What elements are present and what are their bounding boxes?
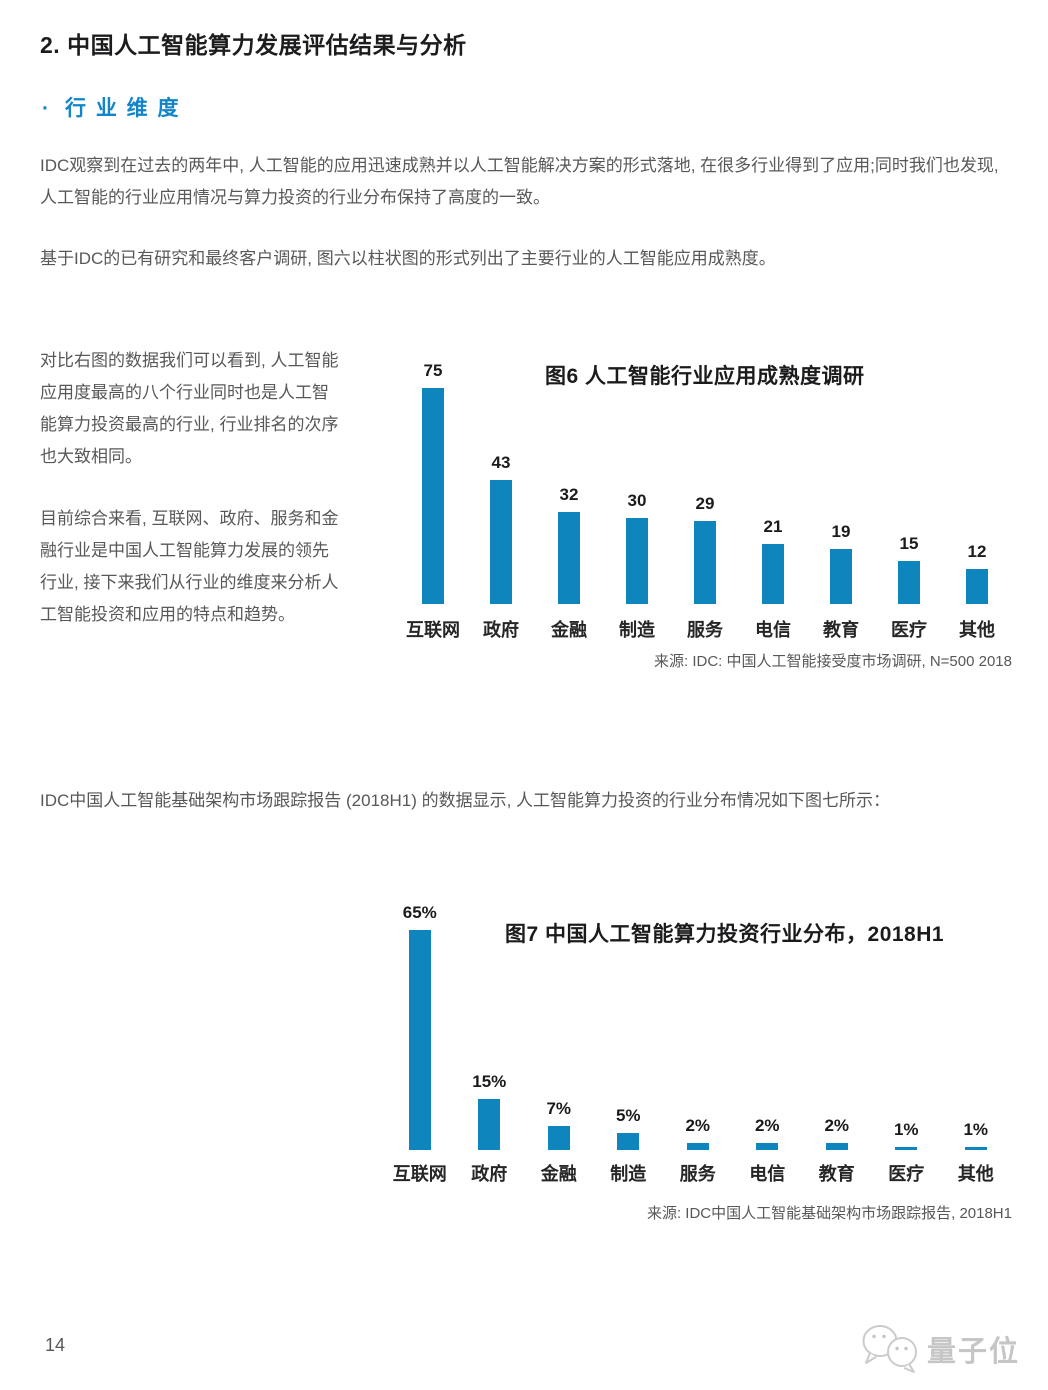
bar	[895, 1146, 918, 1150]
bar-column: 1%	[941, 900, 1011, 1150]
bar	[756, 1143, 779, 1150]
bar-value-label: 19	[831, 522, 851, 542]
category-label: 教育	[823, 620, 859, 640]
bar-value-label: 12	[967, 542, 987, 562]
bar	[686, 1143, 709, 1150]
bar-value-label: 21	[763, 516, 783, 536]
bar-column: 75	[399, 354, 467, 604]
bar-column: 32	[535, 354, 603, 604]
bar-column: 2%	[733, 900, 803, 1150]
figure6-bars: 75 43 32 30 29 21 19 15 12	[399, 354, 1011, 604]
bar	[964, 1146, 987, 1150]
bar-value-label: 1%	[893, 1119, 919, 1139]
section-bullet-icon: ·	[42, 97, 51, 120]
bar-value-label: 15%	[472, 1072, 507, 1092]
bar-column: 19	[807, 354, 875, 604]
category-label: 医疗	[891, 620, 927, 640]
paragraph-figure7-intro: IDC中国人工智能基础架构市场跟踪报告 (2018H1) 的数据显示, 人工智能…	[40, 791, 891, 810]
page-heading: 2. 中国人工智能算力发展评估结果与分析	[40, 32, 467, 58]
bar-value-label: 43	[491, 453, 511, 473]
paragraph-intro: IDC观察到在过去的两年中, 人工智能的应用迅速成熟并以人工智能解决方案的形式落…	[40, 156, 999, 207]
bar	[617, 1133, 640, 1150]
category-label: 其他	[959, 620, 995, 640]
page-number: 14	[45, 1335, 66, 1355]
bar	[626, 517, 648, 604]
bar-value-label: 15	[899, 533, 919, 553]
bar-column: 29	[671, 354, 739, 604]
bar-column: 2%	[663, 900, 733, 1150]
bar-column: 12	[943, 354, 1011, 604]
bar	[490, 480, 512, 604]
bar-column: 15	[875, 354, 943, 604]
category-label: 医疗	[888, 1164, 925, 1184]
category-label: 电信	[755, 620, 791, 640]
bar-value-label: 65%	[402, 903, 437, 922]
bar-value-label: 5%	[615, 1106, 641, 1126]
bar-column: 30	[603, 354, 671, 604]
category-label: 金融	[540, 1164, 577, 1184]
category-label: 服务	[679, 1164, 716, 1184]
figure7-category-axis: 互联网 政府 金融 制造 服务 电信 教育 医疗 其他	[385, 1160, 1011, 1186]
bar-value-label: 2%	[754, 1116, 780, 1136]
figure6-title: 图6 人工智能行业应用成熟度调研	[545, 365, 865, 388]
paragraph-leading-industries: 目前综合来看, 互联网、政府、服务和金融行业是中国人工智能算力发展的领先行业, …	[40, 509, 339, 624]
bar	[478, 1099, 501, 1150]
category-label: 电信	[749, 1164, 786, 1184]
bar-column: 1%	[872, 900, 942, 1150]
bar	[558, 511, 580, 604]
bar-column: 5%	[594, 900, 664, 1150]
category-label: 政府	[471, 1164, 508, 1184]
bar	[830, 549, 852, 604]
section-heading-text: 行 业 维 度	[65, 97, 181, 120]
section-heading: · 行 业 维 度	[42, 92, 181, 122]
bar-value-label: 1%	[963, 1119, 989, 1139]
bar-column: 7%	[524, 900, 594, 1150]
bar-column: 15%	[455, 900, 525, 1150]
category-label: 制造	[610, 1164, 647, 1184]
bar-column: 65%	[385, 900, 455, 1150]
bar	[547, 1126, 570, 1150]
category-label: 互联网	[392, 1164, 447, 1184]
bar	[422, 388, 444, 604]
bar-value-label: 32	[559, 484, 579, 504]
paragraph-figure6-intro: 基于IDC的已有研究和最终客户调研, 图六以柱状图的形式列出了主要行业的人工智能…	[40, 249, 776, 268]
bar-value-label: 2%	[824, 1116, 850, 1136]
bar	[898, 560, 920, 604]
category-label: 政府	[483, 620, 519, 640]
bar-value-label: 75	[423, 361, 443, 380]
figure6-source: 来源: IDC: 中国人工智能接受度市场调研, N=500 2018	[654, 653, 1012, 670]
figure6-category-axis: 互联网 政府 金融 制造 服务 电信 教育 医疗 其他	[399, 616, 1011, 642]
category-label: 服务	[687, 620, 723, 640]
figure6-chart: 图6 人工智能行业应用成熟度调研 75 43 32 30 29 21 19 15 12 互联网 政…	[0, 350, 1048, 685]
figure7-chart: 图7 中国人工智能算力投资行业分布，2018H1 65% 15% 7% 5% 2% 2% 2…	[0, 896, 1048, 1236]
category-label: 金融	[551, 620, 587, 640]
category-label: 教育	[818, 1164, 855, 1184]
qbitai-logo-text: 量子位	[926, 1336, 1020, 1368]
bar	[762, 543, 784, 604]
figure7-source: 来源: IDC中国人工智能基础架构市场跟踪报告, 2018H1	[646, 1205, 1012, 1222]
qbitai-logo: 量子位	[859, 1322, 1020, 1376]
figure7-bars: 65% 15% 7% 5% 2% 2% 2% 1% 1%	[385, 900, 1011, 1150]
category-label: 其他	[957, 1164, 994, 1184]
side-text-column: 对比右图的数据我们可以看到, 人工智能应用度最高的八个行业同时也是人工智能算力投…	[40, 345, 340, 661]
bar	[408, 930, 431, 1150]
bar-value-label: 7%	[546, 1099, 572, 1119]
figure7-title: 图7 中国人工智能算力投资行业分布，2018H1	[505, 923, 945, 946]
paragraph-comparison: 对比右图的数据我们可以看到, 人工智能应用度最高的八个行业同时也是人工智能算力投…	[40, 351, 339, 466]
bar	[694, 520, 716, 604]
bar-column: 21	[739, 354, 807, 604]
bar-value-label: 29	[695, 493, 715, 513]
bar-value-label: 2%	[685, 1116, 711, 1136]
bar-column: 2%	[802, 900, 872, 1150]
category-label: 互联网	[406, 620, 460, 640]
qbitai-logo-icon	[862, 1325, 917, 1373]
bar-value-label: 30	[627, 490, 647, 510]
bar	[825, 1143, 848, 1150]
bar-column: 43	[467, 354, 535, 604]
category-label: 制造	[619, 620, 655, 640]
bar	[966, 569, 988, 604]
